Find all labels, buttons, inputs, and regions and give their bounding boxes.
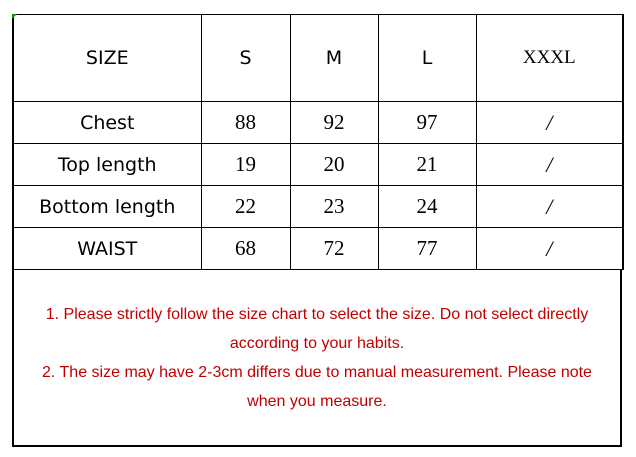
cell: 22 [200,185,291,228]
header-l: L [377,14,477,102]
row-label: WAIST [12,227,202,270]
notes-box: 1. Please strictly follow the size chart… [12,270,622,447]
size-chart: SIZE S M L XXXL Chest 88 92 97 / Top len… [12,14,624,447]
table-row: Chest 88 92 97 / [12,101,624,144]
cell: 23 [289,185,379,228]
row-label: Chest [12,101,202,144]
cell: 24 [377,185,477,228]
cell: 68 [200,227,291,270]
note-2: 2. The size may have 2-3cm differs due t… [42,363,592,410]
header-m: M [289,14,379,102]
cell: 20 [289,143,379,186]
cell: / [475,185,624,228]
cell: / [475,101,624,144]
header-row: SIZE S M L XXXL [12,14,624,102]
cell: 92 [289,101,379,144]
table-row: Bottom length 22 23 24 / [12,185,624,228]
cell: 77 [377,227,477,270]
cell-corner-marker [12,14,17,19]
header-size: SIZE [12,14,202,102]
row-label: Bottom length [12,185,202,228]
cell: 21 [377,143,477,186]
note-1: 1. Please strictly follow the size chart… [45,305,589,352]
table-row: WAIST 68 72 77 / [12,227,624,270]
size-table: SIZE S M L XXXL Chest 88 92 97 / Top len… [12,14,624,270]
cell: / [475,143,624,186]
cell: 88 [200,101,291,144]
cell: 19 [200,143,291,186]
header-xxxl: XXXL [475,14,624,102]
cell: / [475,227,624,270]
row-label: Top length [12,143,202,186]
cell: 97 [377,101,477,144]
header-s: S [200,14,291,102]
table-row: Top length 19 20 21 / [12,143,624,186]
cell: 72 [289,227,379,270]
